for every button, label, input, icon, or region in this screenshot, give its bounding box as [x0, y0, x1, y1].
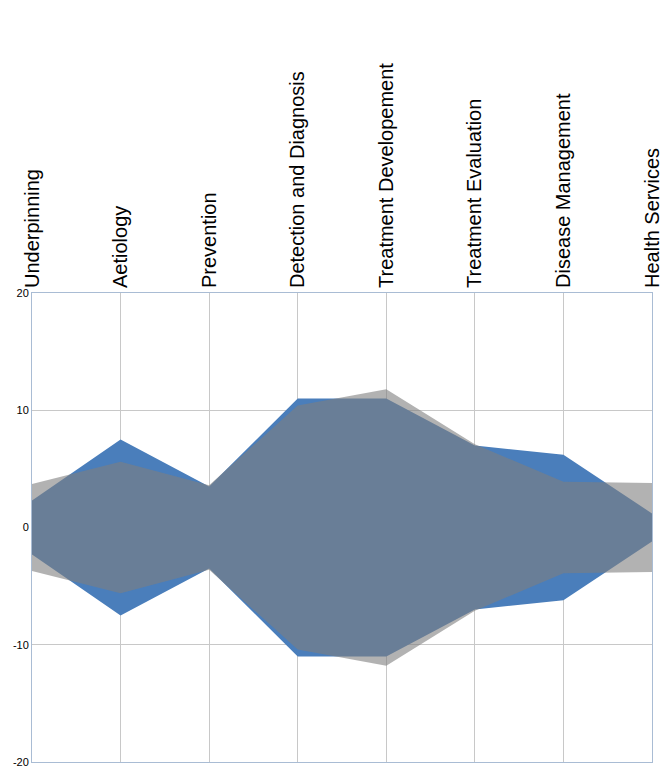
- svg-text:Aetiology: Aetiology: [109, 206, 131, 288]
- svg-text:Underpinning: Underpinning: [21, 169, 43, 288]
- svg-text:Health Services: Health Services: [641, 148, 663, 288]
- svg-text:20: 20: [17, 287, 29, 299]
- svg-text:Disease Management: Disease Management: [552, 93, 574, 288]
- svg-text:-20: -20: [13, 756, 29, 768]
- svg-text:Detection and Diagnosis: Detection and Diagnosis: [286, 71, 308, 288]
- svg-text:10: 10: [17, 404, 29, 416]
- svg-text:-10: -10: [13, 639, 29, 651]
- svg-text:Prevention: Prevention: [198, 192, 220, 288]
- svg-text:Treatment Evaluation: Treatment Evaluation: [463, 99, 485, 288]
- svg-text:Treatment Developement: Treatment Developement: [375, 63, 397, 288]
- svg-text:0: 0: [23, 521, 29, 533]
